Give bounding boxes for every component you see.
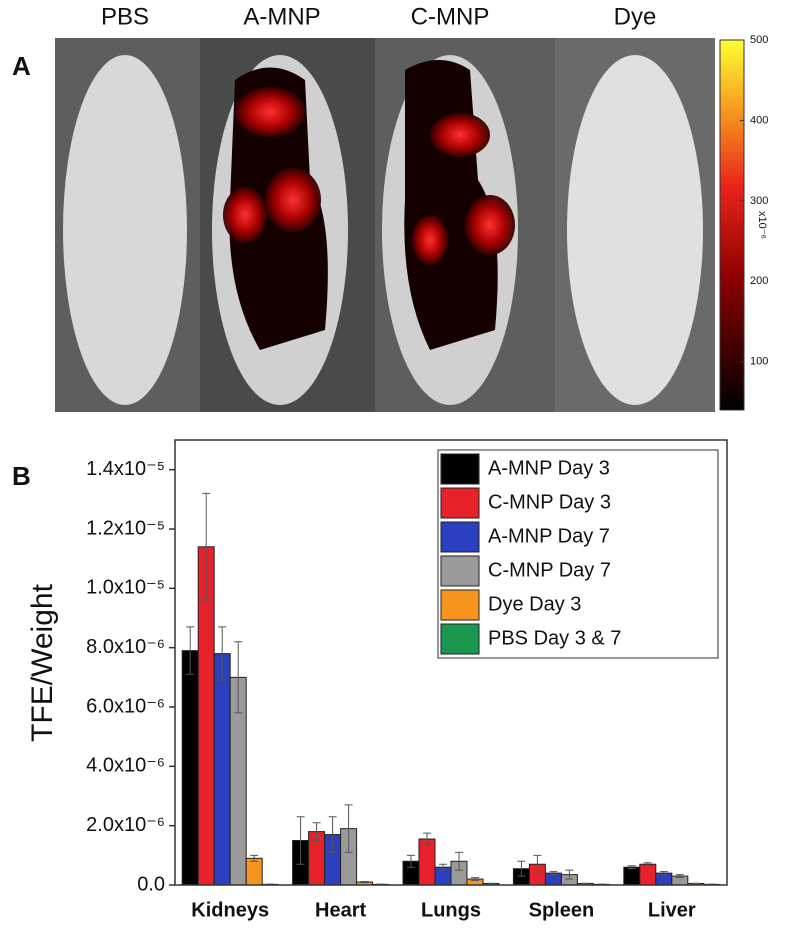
error-bar [423,832,431,846]
legend-label: PBS Day 3 & 7 [488,627,621,649]
error-bar [675,874,684,879]
legend-label: A-MNP Day 3 [488,457,610,479]
error-bar [691,882,700,885]
bar [245,857,263,886]
x-tick-label: Lungs [421,899,481,921]
error-bar [487,882,495,885]
legend-label: A-MNP Day 7 [488,525,610,547]
y-tick-label: 6.0x10⁻⁶ [86,695,165,717]
image-label: PBS [101,3,149,30]
y-tick-label: 1.0x10⁻⁵ [86,577,165,599]
colorbar-tick-label: 400 [750,114,768,126]
y-tick-label: 1.2x10⁻⁵ [86,517,165,539]
error-bar [344,804,353,853]
y-tick-label: 4.0x10⁻⁶ [86,755,165,777]
plot-frame [174,439,728,886]
x-tick-label: Heart [315,899,366,921]
error-bar [202,492,211,601]
error-bar [312,822,321,841]
error-bar [517,860,526,877]
bar [639,863,657,886]
error-bar [234,641,243,714]
legend-swatch [440,487,480,519]
error-bar [471,877,479,882]
colorbar-tick-label: 100 [750,356,768,368]
bar [623,866,641,886]
image-label: A-MNP [243,3,320,30]
legend-label: C-MNP Day 7 [488,559,611,581]
colorbar-tick-label: 200 [750,275,768,287]
y-tick-label: 0.0 [137,873,165,895]
bar [418,838,436,886]
x-tick-label: Spleen [529,899,595,921]
x-tick-label: Kidneys [191,899,269,921]
error-bar [455,851,463,871]
error-bar [218,626,227,681]
error-bar [250,854,259,862]
legend-swatch [440,453,480,485]
bar [181,650,199,886]
y-tick-label: 8.0x10⁻⁶ [86,636,165,658]
error-bar [439,863,447,871]
y-tick-label: 2.0x10⁻⁶ [86,814,165,836]
error-bar [659,871,668,876]
legend-swatch [440,589,480,621]
legend-box [437,449,719,659]
error-bar [565,869,574,880]
legend-swatch [440,555,480,587]
y-axis-title: TFE/Weight [26,583,59,741]
error-bar [627,865,636,870]
error-bar [360,880,369,884]
error-bar [643,862,652,867]
legend-swatch [440,623,480,655]
error-bar [296,816,305,865]
error-bar [407,854,415,868]
panel-label: A [12,51,31,81]
legend-label: Dye Day 3 [488,593,581,615]
image-label: C-MNP [411,3,490,30]
bar [213,653,231,886]
error-bar [328,816,337,853]
image-label: Dye [614,3,657,30]
y-tick-label: 1.4x10⁻⁵ [86,458,165,480]
colorbar-tick-label: 300 [750,195,768,207]
x-tick-label: Liver [648,899,696,921]
colorbar [719,39,745,411]
colorbar-tick-label: 500 [750,34,768,46]
error-bar [533,854,542,874]
mouse-images [55,38,745,412]
error-bar [549,871,558,876]
legend-swatch [440,521,480,553]
error-bar [186,626,195,675]
panel-label: B [12,461,31,491]
legend-label: C-MNP Day 3 [488,491,611,513]
colorbar-label: x10⁻⁶ [756,211,768,239]
error-bar [581,882,590,885]
